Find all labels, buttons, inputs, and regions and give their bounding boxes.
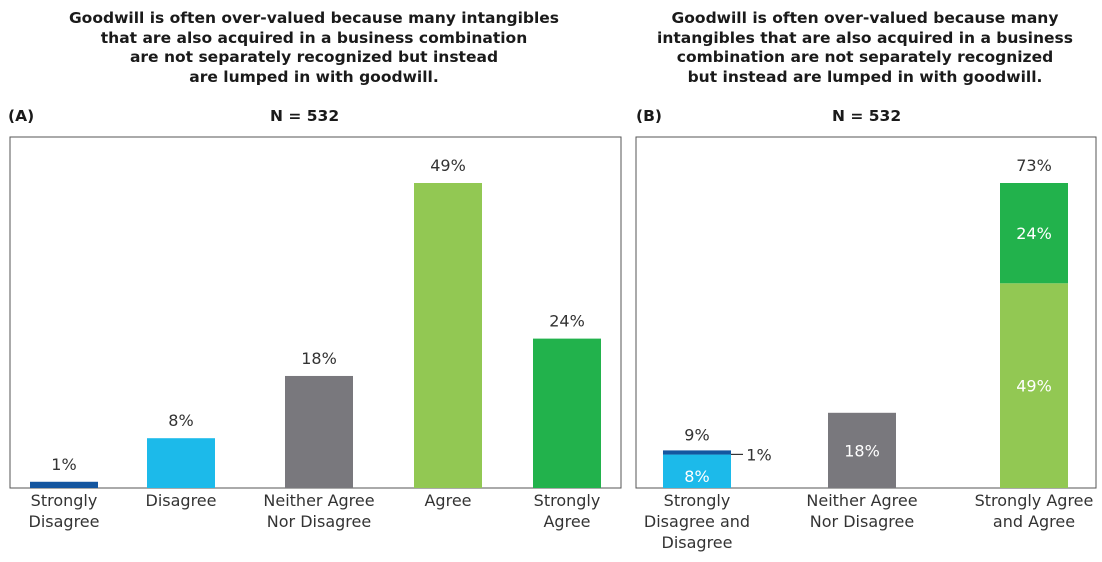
data-label: 8% bbox=[684, 467, 709, 486]
category-label: Agree bbox=[543, 512, 590, 531]
data-label: 24% bbox=[549, 312, 585, 331]
category-label: Strongly bbox=[664, 491, 731, 510]
chart-b-panel-label: (B) bbox=[636, 107, 662, 125]
category-label: Agree bbox=[424, 491, 471, 510]
category-label: Neither Agree bbox=[263, 491, 374, 510]
chart-a-title-line: that are also acquired in a business com… bbox=[100, 28, 528, 47]
data-label: 49% bbox=[430, 156, 466, 175]
category-label: Disagree bbox=[662, 533, 733, 552]
chart-b-title-line: Goodwill is often over-valued because ma… bbox=[671, 9, 1059, 27]
bar bbox=[533, 338, 601, 488]
bar-segment bbox=[663, 454, 731, 488]
category-label: Strongly bbox=[31, 491, 98, 510]
chart-b-title: Goodwill is often over-valued because ma… bbox=[628, 9, 1102, 87]
category-label: Disagree and bbox=[644, 512, 750, 531]
total-label: 9% bbox=[684, 425, 709, 444]
category-label: and Agree bbox=[993, 512, 1075, 531]
category-label: Strongly Agree bbox=[975, 491, 1094, 510]
chart-a-title: Goodwill is often over-valued because ma… bbox=[0, 9, 628, 87]
chart-panel-b: Goodwill is often over-valued because ma… bbox=[628, 0, 1102, 562]
category-label: Nor Disagree bbox=[267, 512, 371, 531]
bar bbox=[414, 183, 482, 488]
bar bbox=[30, 481, 98, 488]
chart-b-title-line: combination are not separately recognize… bbox=[676, 48, 1054, 66]
data-label: 1% bbox=[746, 445, 771, 464]
category-label: Disagree bbox=[146, 491, 217, 510]
category-label: Strongly bbox=[534, 491, 601, 510]
bar-segment bbox=[1000, 283, 1068, 488]
chart-a-title-line: Goodwill is often over-valued because ma… bbox=[68, 9, 560, 27]
chart-b-title-line: intangibles that are also acquired in a … bbox=[657, 28, 1073, 47]
total-label: 73% bbox=[1016, 156, 1052, 175]
category-label: Disagree bbox=[29, 512, 100, 531]
data-label: 18% bbox=[844, 441, 880, 460]
category-label: Neither Agree bbox=[806, 491, 917, 510]
bar bbox=[285, 375, 353, 488]
data-label: 24% bbox=[1016, 224, 1052, 243]
chart-a-title-line: are not separately recognized but instea… bbox=[129, 48, 499, 66]
chart-panel-a: Goodwill is often over-valued because ma… bbox=[0, 9, 628, 531]
bar-segment bbox=[828, 412, 896, 488]
bar-segment bbox=[1000, 183, 1068, 284]
chart-b-sample-size: N = 532 bbox=[832, 107, 902, 125]
chart-b-title-line: but instead are lumped in with goodwill. bbox=[687, 67, 1043, 86]
category-label: Nor Disagree bbox=[810, 512, 914, 531]
data-label: 8% bbox=[168, 411, 193, 430]
chart-a-sample-size: N = 532 bbox=[270, 107, 340, 125]
bar bbox=[147, 438, 215, 488]
data-label: 49% bbox=[1016, 377, 1052, 396]
data-label: 1% bbox=[51, 455, 76, 474]
data-label: 18% bbox=[301, 349, 337, 368]
chart-a-panel-label: (A) bbox=[8, 107, 35, 125]
chart-a-title-line: are lumped in with goodwill. bbox=[189, 67, 439, 86]
bar-segment bbox=[663, 450, 731, 455]
chart-a-plot: 1% Strongly Disagree 8% Disagree 18% Neither A… bbox=[9, 136, 622, 531]
chart-b-plot: 8% 1% 9% Strongly Disagree and Disagree 18% Nei… bbox=[635, 136, 1097, 552]
